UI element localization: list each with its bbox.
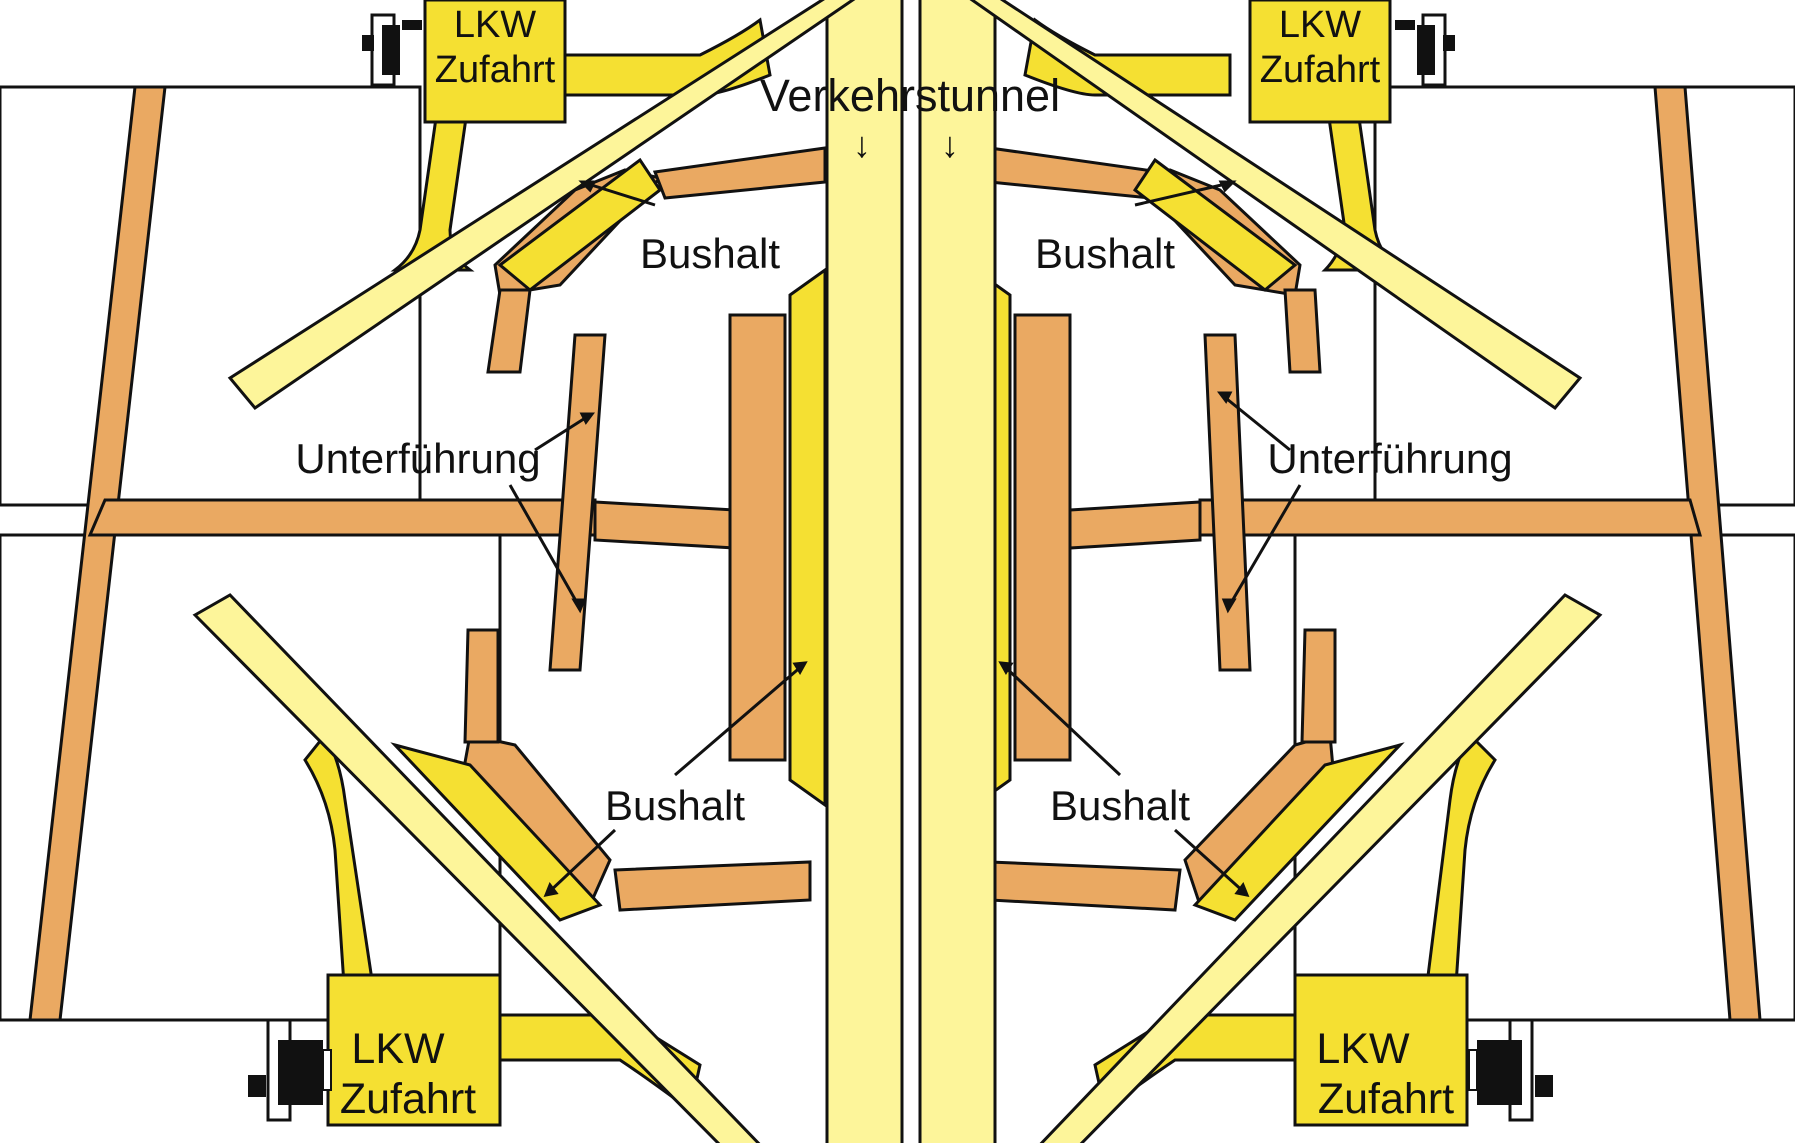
truck-label-br-1: LKW <box>1316 1025 1410 1073</box>
busstop-tl-link <box>652 146 827 200</box>
road-diagonal-tr <box>969 0 1583 411</box>
busstop-tl-stub <box>486 288 532 374</box>
busstop-bl-stub <box>463 628 500 744</box>
truck-label-tl-1: LKW <box>454 4 536 46</box>
tunnel-label: Verkehrstunnel <box>760 70 1060 121</box>
road-diagonal-bl <box>192 593 761 1143</box>
truck-label-bl-1: LKW <box>351 1025 445 1073</box>
truck-access-boxes <box>326 0 1469 1127</box>
machinery-icon <box>362 13 422 87</box>
machinery-icon <box>1395 13 1455 87</box>
road-diagonal-br <box>1039 593 1603 1143</box>
truck-connector-tr <box>1023 17 1232 97</box>
truck-label-tl-2: Zufahrt <box>435 49 556 91</box>
walkway-left-horizontal <box>87 498 597 537</box>
truck-label-tr-2: Zufahrt <box>1260 49 1381 91</box>
walkway-right-outer <box>1653 85 1762 1022</box>
walkway-left-outer <box>28 85 167 1022</box>
busstop-label-tr: Bushalt <box>1035 230 1175 277</box>
underpass-label-right: Unterführung <box>1267 435 1512 482</box>
truck-box-bl <box>326 973 502 1127</box>
machinery-icon <box>248 1018 332 1122</box>
walkway-left-connector <box>593 500 737 550</box>
truck-label-br-2: Zufahrt <box>1318 1075 1454 1123</box>
platform-left <box>788 267 827 808</box>
busstop-br-link <box>988 860 1182 912</box>
truck-apron-br <box>1192 742 1405 922</box>
busstop-tr-stub <box>1283 288 1322 374</box>
truck-apron-bl <box>390 742 603 922</box>
truck-box-tl <box>423 0 567 124</box>
truck-label-tr-1: LKW <box>1279 4 1361 46</box>
leader-lines <box>508 180 1302 898</box>
tunnel-arrow-right: ↓ <box>941 124 959 165</box>
underpass-label-left: Unterführung <box>295 435 540 482</box>
underpass-right <box>1203 333 1252 672</box>
truck-apron-tr <box>1132 157 1298 292</box>
truck-label-bl-2: Zufahrt <box>340 1075 476 1123</box>
busstop-label-tl: Bushalt <box>640 230 780 277</box>
busstop-bl-link <box>613 860 812 912</box>
tunnel-lane-left <box>825 0 904 1143</box>
machinery-icon <box>1468 1018 1553 1122</box>
truck-box-br <box>1293 973 1469 1127</box>
labels: Verkehrstunnel ↓ ↓ Bushalt Bushalt Busha… <box>295 4 1512 1123</box>
tunnel-roads <box>192 0 1603 1143</box>
busstop-label-bl: Bushalt <box>605 782 745 829</box>
pier-left <box>728 313 787 762</box>
busstop-label-br: Bushalt <box>1050 782 1190 829</box>
truck-box-tr <box>1248 0 1392 124</box>
road-diagonal-tl <box>227 0 856 411</box>
underpass-left <box>548 333 607 672</box>
walkway-right-connector <box>1068 500 1202 550</box>
tunnel-arrow-left: ↓ <box>853 124 871 165</box>
busstop-br-stub <box>1300 628 1337 744</box>
tunnel-lane-right <box>918 0 997 1143</box>
pier-right <box>1013 313 1072 762</box>
